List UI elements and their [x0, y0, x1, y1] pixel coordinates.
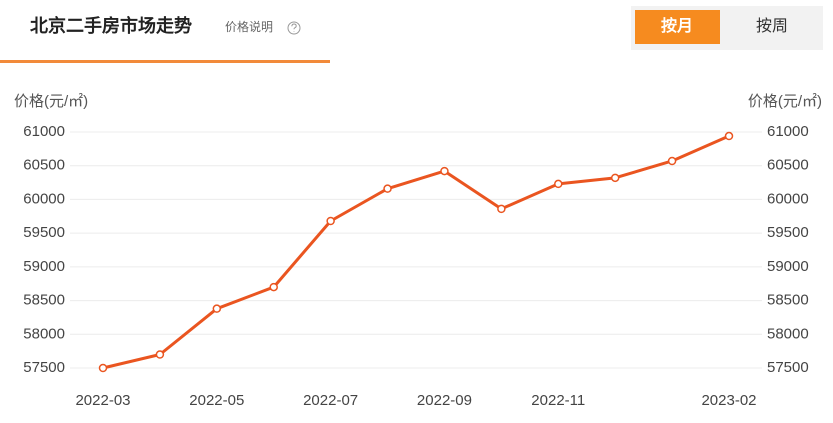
point — [212, 304, 222, 313]
y2-axis-label: 价格(元/㎡) — [748, 93, 822, 110]
y2-tick-label: 57500 — [767, 359, 809, 376]
x-tick-label: 2022-05 — [189, 392, 244, 409]
point — [383, 184, 392, 193]
y-axis-label: 价格(元/㎡) — [14, 93, 88, 110]
point — [667, 156, 677, 166]
help-link[interactable]: 价格说明 — [225, 19, 273, 34]
point — [440, 166, 449, 176]
y2-tick-label: 59500 — [767, 224, 809, 241]
y-tick-label: 60500 — [23, 157, 65, 174]
y2-tick-label: 60000 — [767, 190, 809, 207]
point — [554, 179, 563, 189]
y-tick-label: 57500 — [23, 359, 65, 376]
point — [326, 216, 335, 226]
header-underline — [0, 60, 330, 63]
tab-month[interactable]: 按月 — [661, 16, 693, 35]
help-icon[interactable] — [287, 21, 301, 35]
y-tick-label: 58500 — [23, 292, 65, 309]
point — [497, 204, 506, 214]
y2-tick-label: 58500 — [767, 292, 809, 309]
y2-tick-label: 59000 — [767, 258, 809, 275]
y-tick-label: 59500 — [23, 224, 65, 241]
tab-active[interactable] — [635, 10, 720, 44]
tab-week[interactable]: 按周 — [756, 17, 788, 35]
x-tick-label: 2022-07 — [303, 392, 358, 409]
page-title: 北京二手房市场走势 — [30, 15, 192, 36]
y2-tick-label: 60500 — [767, 157, 809, 174]
series-line — [102, 134, 730, 370]
y-tick-label: 60000 — [23, 190, 65, 207]
y-tick-label: 59000 — [23, 258, 65, 275]
point — [155, 350, 165, 359]
point — [610, 173, 620, 183]
y2-tick-label: 58000 — [767, 325, 809, 342]
x-tick-label: 2022-09 — [417, 392, 472, 409]
y-tick-label: 58000 — [23, 325, 65, 342]
point — [269, 282, 278, 292]
y2-tick-label: 61000 — [767, 123, 809, 140]
point — [98, 363, 108, 373]
x-tick-label: 2023-02 — [701, 392, 756, 409]
x-tick-label: 2022-11 — [531, 392, 585, 409]
y-tick-label: 61000 — [23, 123, 65, 140]
point — [724, 131, 734, 141]
x-tick-label: 2022-03 — [75, 392, 130, 409]
